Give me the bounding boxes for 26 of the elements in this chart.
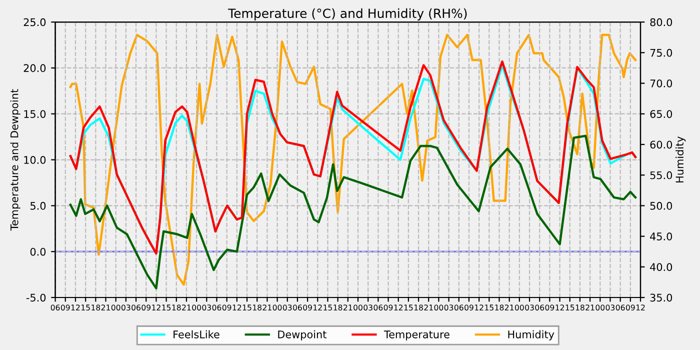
line-series <box>69 34 637 286</box>
legend-label: Dewpoint <box>278 330 326 340</box>
y2-tick-label: 55.0 <box>650 171 672 180</box>
y2-tick-label: 70.0 <box>650 79 672 88</box>
y-tick-label: 20.0 <box>24 64 46 72</box>
y-tick-label: -5.0 <box>26 294 46 302</box>
chart-title: Temperature (°C) and Humidity (RH%) <box>228 8 467 20</box>
y2-tick-label: 75.0 <box>650 48 672 57</box>
y-axis-title: Temperature and Dewpoint <box>10 89 20 231</box>
y-tick-label: 25.0 <box>24 18 46 26</box>
y-tick-label: 0.0 <box>30 248 46 256</box>
y2-tick-label: 45.0 <box>650 232 672 240</box>
legend-label: Temperature <box>384 330 450 340</box>
y2-tick-label: 60.0 <box>650 140 672 149</box>
y-tick-label: 15.0 <box>24 110 46 118</box>
legend-label: Humidity <box>508 330 554 340</box>
legend-label: FeelsLike <box>174 330 220 338</box>
y-tick-label: 10.0 <box>24 156 46 164</box>
y2-axis-title: Humidity <box>676 136 686 182</box>
y2-tick-label: 80.0 <box>650 18 672 26</box>
y2-tick-label: 35.0 <box>650 294 672 302</box>
y2-tick-label: 65.0 <box>650 110 672 118</box>
y2-tick-label: 40.0 <box>650 263 672 271</box>
y2-tick-label: 50.0 <box>650 202 672 210</box>
line-series <box>69 134 637 290</box>
y-tick-label: 5.0 <box>30 202 46 210</box>
